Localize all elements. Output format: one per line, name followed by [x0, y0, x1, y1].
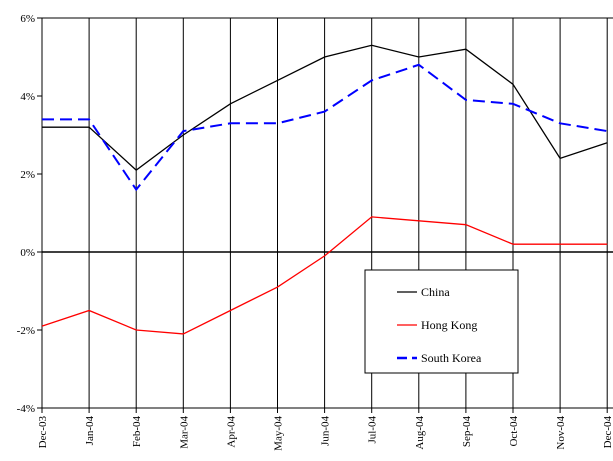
legend: China Hong Kong South Korea — [364, 269, 519, 374]
series-line-hong-kong — [41, 216, 608, 335]
x-tick-label: Jul-04 — [367, 416, 379, 444]
x-tick-label: Mar-04 — [178, 416, 190, 449]
series-lines — [41, 44, 608, 335]
x-tick-label: Nov-04 — [555, 416, 567, 450]
y-axis-tick-labels: -4% -2% 0% 2% 4% 6% — [17, 13, 35, 415]
x-tick-label: Feb-04 — [131, 416, 143, 448]
axes — [37, 17, 613, 413]
legend-box — [364, 269, 519, 374]
y-tick-label: -4% — [17, 403, 35, 415]
series-line-south-korea — [42, 63, 608, 192]
x-tick-label: Dec-03 — [37, 416, 49, 449]
series-line-china — [42, 44, 608, 171]
y-tick-label: 0% — [20, 247, 35, 259]
x-tick-label: Oct-04 — [508, 416, 520, 447]
x-axis-tick-labels: Dec-03 Jan-04 Feb-04 Mar-04 Apr-04 May-04 Jun-… — [37, 416, 613, 451]
x-tick-label: Dec-04 — [602, 416, 613, 449]
x-tick-label: Jan-04 — [84, 416, 96, 446]
legend-label-china: China — [421, 285, 450, 299]
x-tick-label: Sep-04 — [461, 416, 473, 448]
y-tick-label: 2% — [20, 169, 35, 181]
y-tick-label: -2% — [17, 325, 35, 337]
x-tick-label: Aug-04 — [414, 416, 426, 450]
grid-lines — [88, 18, 608, 408]
x-tick-label: Jun-04 — [320, 416, 332, 446]
y-tick-label: 4% — [20, 91, 35, 103]
legend-label-hong-kong: Hong Kong — [421, 318, 477, 332]
x-tick-label: May-04 — [273, 416, 285, 451]
legend-label-south-korea: South Korea — [421, 351, 482, 365]
x-tick-label: Apr-04 — [225, 416, 237, 448]
y-tick-label: 6% — [20, 13, 35, 25]
